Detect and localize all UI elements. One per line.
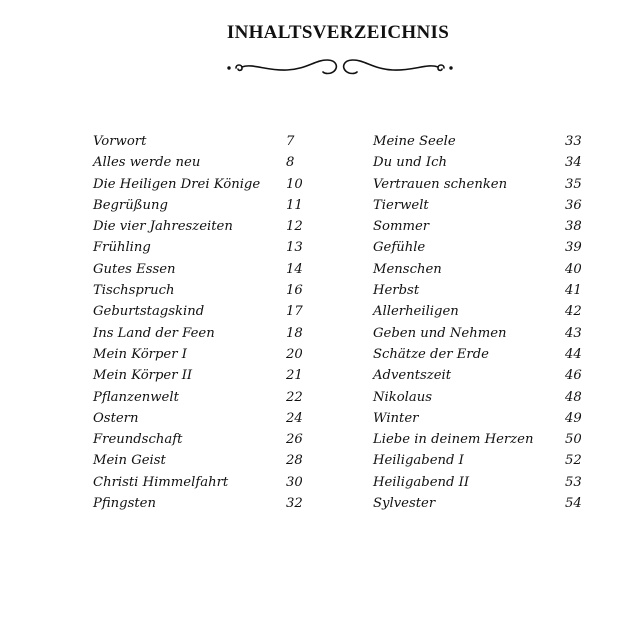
toc-entry-page: 12 [286,219,303,235]
toc-entry-page: 44 [565,346,582,362]
toc-entry-title: Schätze der Erde [373,346,489,362]
toc-entry-title: Freundschaft [93,432,183,448]
toc-entry-title: Pfingsten [93,496,156,512]
toc-entry-title: Vertrauen schenken [373,176,508,192]
toc-entry-page: 53 [565,474,582,490]
toc-entry-title: Frühling [93,240,151,256]
toc-entry-title: Mein Körper II [93,368,193,384]
toc-entry-title: Alles werde neu [93,155,201,171]
toc-entry-title: Winter [373,410,419,426]
toc-entry-title: Ostern [93,410,139,426]
toc-entry-page: 42 [565,304,582,320]
toc-entry-page: 28 [286,453,303,469]
page-title: INHALTSVERZEICHNIS [226,22,450,43]
toc-entry-title: Allerheiligen [373,304,459,320]
toc-entry-title: Heiligabend I [373,453,464,469]
toc-entry-title: Die vier Jahreszeiten [93,219,233,235]
toc-entry-title: Ins Land der Feen [93,325,215,341]
toc-entry-page: 18 [286,325,303,341]
toc-entry-page: 54 [565,496,582,512]
toc-entry-title: Liebe in deinem Herzen [373,432,534,448]
toc-entry-title: Menschen [373,261,442,277]
toc-entry-title: Vorwort [93,134,147,149]
toc-entry-page: 38 [565,219,582,235]
toc-entry-page: 26 [286,432,303,448]
toc-entry-page: 46 [565,368,582,384]
toc-entry-title: Christi Himmelfahrt [93,474,229,490]
toc-entry-title: Tierwelt [373,197,429,213]
toc-entry-page: 10 [286,176,303,192]
toc-entry-title: Heiligabend II [373,474,470,490]
toc-entry-page: 24 [286,410,303,426]
toc-entry-title: Gefühle [373,240,426,256]
toc-entry-page: 50 [565,432,582,448]
toc-entry-page: 16 [286,283,303,299]
toc-entry-page: 41 [565,283,582,299]
toc-entry-title: Adventszeit [373,368,452,384]
toc-entry-page: 39 [565,240,582,256]
toc-entry-title: Du und Ich [373,155,447,171]
toc-entry-page: 17 [286,304,303,320]
toc-entry-title: Die Heiligen Drei Könige [93,176,261,192]
toc-entry-title: Geburtstagskind [93,304,205,320]
toc-entry-page: 11 [286,197,303,213]
toc-entry-title: Mein Geist [93,453,166,469]
toc-entry-page: 30 [286,474,303,490]
toc-entry-page: 7 [286,134,295,149]
toc-entry-title: Tischspruch [93,283,175,299]
toc-entry-title: Meine Seele [373,134,456,149]
toc-entry-page: 8 [286,155,295,171]
toc-entry-page: 48 [565,389,582,405]
toc-entry-title: Begrüßung [93,197,168,213]
toc-entry-page: 22 [286,389,303,405]
toc-entry-page: 36 [565,197,582,213]
toc-entry-page: 14 [286,261,303,277]
toc-entry-title: Gutes Essen [93,261,176,277]
toc-entry-page: 13 [286,240,303,256]
toc-entry-page: 20 [286,346,303,362]
toc-entry-page: 35 [565,176,582,192]
toc-entry-page: 52 [565,453,582,469]
toc-entry-page: 34 [565,155,582,171]
toc-entry-page: 21 [286,368,303,384]
toc-entry-title: Mein Körper I [93,346,187,362]
flourish-divider-icon [227,59,453,75]
toc-entry-title: Nikolaus [373,389,433,405]
toc-entry-page: 43 [565,325,582,341]
toc-entry-title: Sylvester [373,496,436,512]
toc-entry-title: Geben und Nehmen [373,325,507,341]
toc-entry-page: 40 [565,261,582,277]
toc-entry-page: 49 [565,410,582,426]
toc-entry-title: Herbst [373,283,420,299]
toc-entry-page: 32 [286,496,303,512]
toc-entry-page: 33 [565,134,582,149]
toc-entry-title: Pflanzenwelt [93,389,179,405]
toc-entry-title: Sommer [373,219,430,235]
